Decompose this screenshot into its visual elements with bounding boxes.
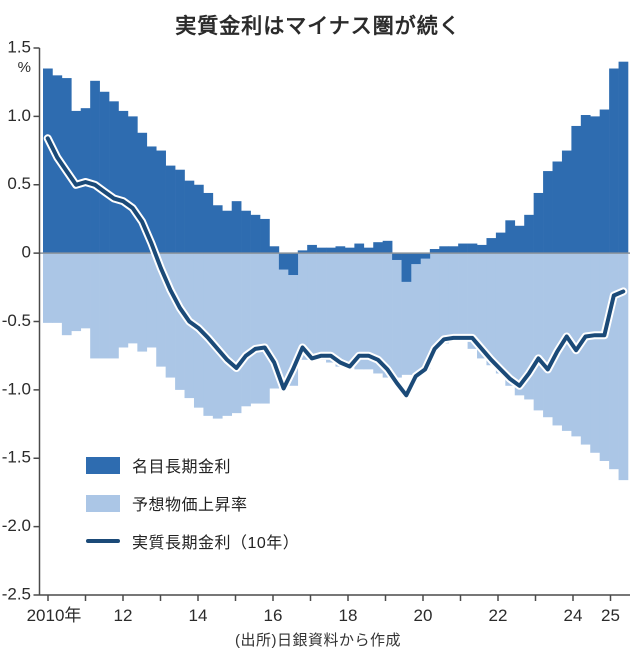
nominal-bar-swatch xyxy=(86,456,120,474)
svg-text:14: 14 xyxy=(189,606,208,625)
svg-text:0.5: 0.5 xyxy=(7,174,31,193)
svg-text:18: 18 xyxy=(339,606,358,625)
svg-text:-1.0: -1.0 xyxy=(2,379,31,398)
legend-item-real-rate: 実質長期金利（10年） xyxy=(86,529,299,553)
svg-text:25: 25 xyxy=(601,606,620,625)
svg-text:-2.0: -2.0 xyxy=(2,516,31,535)
legend-item-nominal: 名目長期金利 xyxy=(86,453,299,477)
svg-text:20: 20 xyxy=(414,606,433,625)
legend-item-expected-inflation: 予想物価上昇率 xyxy=(86,491,299,515)
svg-text:24: 24 xyxy=(564,606,583,625)
svg-text:-1.5: -1.5 xyxy=(2,448,31,467)
nominal-bars xyxy=(43,61,629,282)
svg-text:0: 0 xyxy=(22,243,31,262)
legend-label-expected-inflation: 予想物価上昇率 xyxy=(132,497,248,514)
svg-text:16: 16 xyxy=(264,606,283,625)
svg-text:1.0: 1.0 xyxy=(7,106,31,125)
chart-source: (出所)日銀資料から作成 xyxy=(235,632,401,649)
svg-text:22: 22 xyxy=(489,606,508,625)
svg-text:-0.5: -0.5 xyxy=(2,311,31,330)
chart-title: 実質金利はマイナス圏が続く xyxy=(175,15,461,38)
expected-inflation-bars xyxy=(43,253,629,481)
svg-text:2010年: 2010年 xyxy=(27,606,82,625)
svg-text:1.5: 1.5 xyxy=(7,37,31,56)
y-axis: 1.5 1.0 0.5 0 -0.5 -1.0 -1.5 -2.0 -2.5% xyxy=(2,37,41,603)
legend-label-real-rate: 実質長期金利（10年） xyxy=(132,535,300,552)
svg-text:12: 12 xyxy=(114,606,133,625)
real-rate-line-swatch xyxy=(86,539,120,543)
real-rate-line xyxy=(43,134,628,400)
legend-label-nominal: 名目長期金利 xyxy=(132,459,232,476)
x-axis: 2010年 12 14 16 18 20 22 24 25 xyxy=(27,594,630,625)
y-axis-unit: % xyxy=(18,59,31,76)
chart-legend: 名目長期金利 予想物価上昇率 実質長期金利（10年） xyxy=(86,453,299,553)
expected-inflation-bar-swatch xyxy=(86,494,120,512)
svg-text:-2.5: -2.5 xyxy=(2,584,31,603)
